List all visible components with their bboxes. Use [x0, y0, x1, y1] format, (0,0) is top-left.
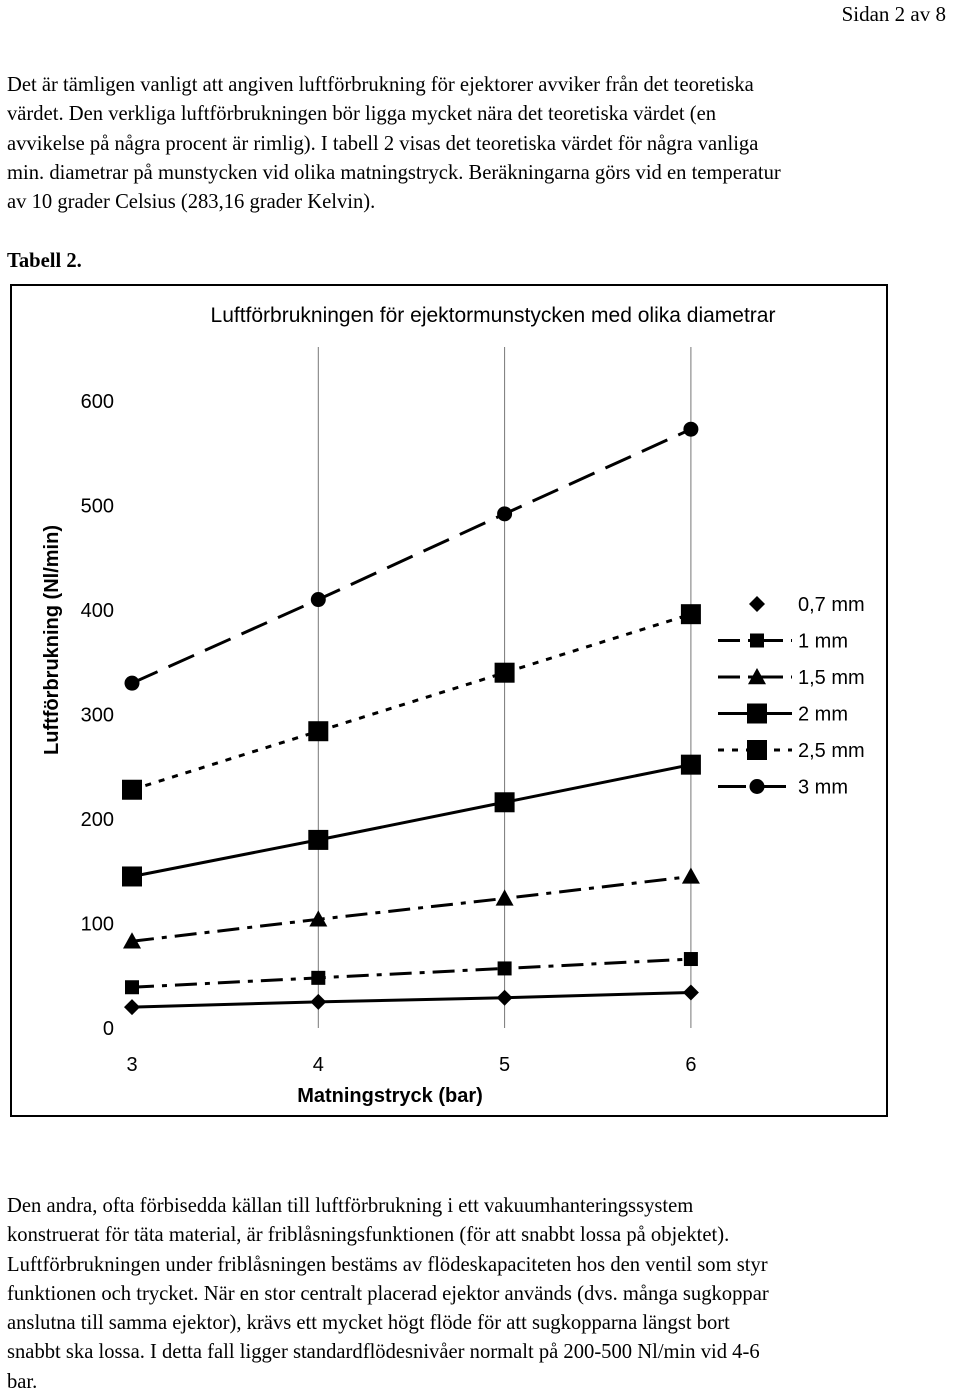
legend-marker: [749, 779, 765, 794]
data-point: [495, 889, 514, 906]
legend-marker: [750, 633, 764, 648]
paragraph-line: anslutna till samma ejektor), krävs ett …: [7, 1312, 730, 1335]
intro-paragraph: Det är tämligen vanligt att angiven luft…: [7, 71, 957, 217]
series-line: [131, 990, 691, 1009]
data-point: [683, 952, 698, 967]
data-point: [497, 961, 512, 976]
paragraph-line: min. diametrar på munstycken vid olika m…: [7, 161, 781, 184]
y-tick-label: 500: [81, 496, 114, 518]
data-point: [308, 721, 329, 742]
chart-frame: [10, 284, 888, 1117]
data-point: [308, 829, 329, 850]
data-point: [124, 675, 140, 691]
legend-item: 1,5 mm: [718, 667, 865, 689]
data-point: [680, 754, 701, 775]
x-tick-label: 6: [685, 1054, 696, 1076]
legend-label: 1 mm: [798, 631, 848, 653]
data-point: [497, 506, 513, 522]
legend-item: 2 mm: [718, 703, 848, 726]
data-point: [309, 910, 328, 927]
legend-label: 0,7 mm: [798, 594, 865, 616]
legend-label: 2 mm: [798, 704, 848, 726]
legend-label: 2,5 mm: [798, 740, 865, 762]
x-tick-label: 5: [499, 1054, 510, 1076]
series-line: [131, 874, 692, 943]
legend-item: 3 mm: [718, 777, 848, 799]
data-point: [123, 932, 141, 949]
body-paragraph: Den andra, ofta förbisedda källan till l…: [7, 1192, 957, 1397]
chart-title: Luftförbrukningen för ejektormunstycken …: [211, 304, 776, 327]
data-point: [310, 592, 326, 608]
series-3-mm: [124, 421, 699, 691]
y-axis-ticks: 0 100 200 300 400 500 600: [81, 391, 114, 1040]
legend-item: 0,7 mm: [749, 594, 865, 616]
x-tick-label: 3: [126, 1054, 137, 1076]
legend: 0,7 mm 1 mm 1,5 mm 2 mm 2,5 mm 3 mm: [718, 594, 865, 799]
series-line: [131, 957, 691, 989]
y-tick-label: 100: [81, 914, 114, 936]
legend-label: 3 mm: [798, 777, 848, 799]
data-point: [494, 792, 515, 813]
x-tick-label: 4: [313, 1054, 324, 1076]
data-point: [681, 867, 700, 884]
legend-item: 2,5 mm: [718, 740, 865, 762]
data-point: [680, 604, 701, 625]
data-point: [124, 999, 140, 1016]
paragraph-line: snabbt ska lossa. I detta fall ligger st…: [7, 1341, 760, 1364]
data-point: [683, 421, 699, 437]
paragraph-line: Den andra, ofta förbisedda källan till l…: [7, 1195, 694, 1217]
y-tick-label: 0: [103, 1018, 114, 1040]
data-point: [311, 970, 326, 985]
y-tick-label: 200: [81, 809, 114, 831]
series-1-mm: [125, 952, 698, 995]
data-point: [122, 866, 142, 887]
series-2-5-mm: [122, 604, 701, 800]
paragraph-line: bar.: [7, 1370, 38, 1393]
legend-marker: [747, 740, 767, 760]
page-number: Sidan 2 av 8: [841, 2, 946, 26]
paragraph-line: Det är tämligen vanligt att angiven luft…: [7, 74, 754, 96]
x-axis-label: Matningstryck (bar): [297, 1085, 483, 1107]
y-tick-label: 600: [81, 391, 114, 413]
series-1-5-mm: [123, 867, 700, 949]
data-point: [496, 989, 513, 1006]
paragraph-line: Luftförbrukningen under friblåsningen be…: [7, 1253, 768, 1276]
paragraph-line: konstruerat för täta material, är friblå…: [7, 1224, 730, 1247]
series-group: [122, 421, 701, 1016]
line-chart: Luftförbrukningen för ejektormunstycken …: [10, 284, 888, 1117]
legend-marker: [749, 596, 765, 612]
data-point: [125, 980, 139, 995]
y-tick-label: 300: [81, 705, 114, 727]
series-line: [131, 763, 692, 878]
y-tick-label: 400: [81, 600, 114, 622]
x-axis-ticks: 3 4 5 6: [126, 1054, 696, 1076]
legend-marker: [748, 668, 766, 685]
legend-item: 1 mm: [718, 631, 848, 653]
data-point: [310, 993, 327, 1010]
paragraph-line: funktionen och trycket. När en stor cent…: [7, 1282, 769, 1305]
series-line: [131, 427, 692, 685]
paragraph-line: värdet. Den verkliga luftförbrukningen b…: [7, 103, 717, 126]
paragraph-line: av 10 grader Celsius (283,16 grader Kelv…: [7, 191, 376, 214]
legend-marker: [747, 703, 767, 724]
data-point: [122, 779, 142, 800]
data-point: [682, 984, 699, 1001]
series-0-7-mm: [124, 984, 699, 1016]
paragraph-line: avvikelse på några procent är rimlig). I…: [7, 132, 759, 155]
table-caption: Tabell 2.: [7, 250, 82, 272]
y-axis-label: Luftförbrukning (Nl/min): [41, 525, 63, 755]
series-2-mm: [122, 754, 701, 887]
data-point: [494, 662, 515, 683]
legend-label: 1,5 mm: [798, 667, 865, 689]
